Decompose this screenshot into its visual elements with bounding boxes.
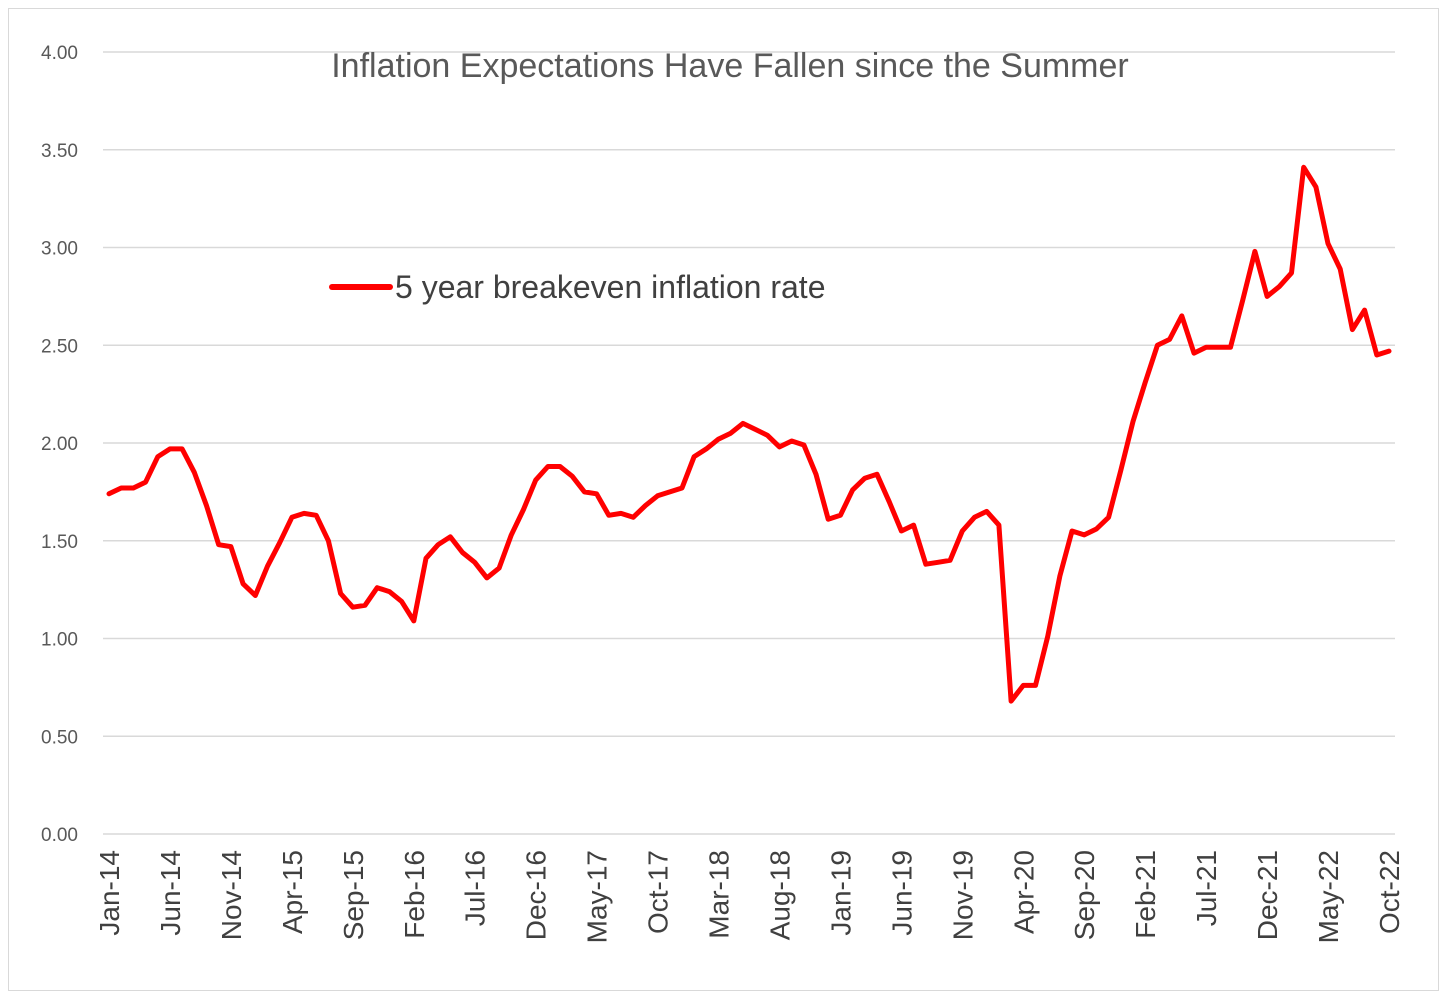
x-tick-label: Feb-21 (1130, 850, 1161, 939)
x-tick-label: Aug-18 (764, 850, 795, 940)
x-tick-label: Apr-15 (277, 850, 308, 934)
x-tick-label: May-17 (582, 850, 613, 943)
x-tick-label: Jun-19 (886, 850, 917, 936)
x-tick-label: Dec-21 (1252, 850, 1283, 940)
x-tick-label: Nov-14 (216, 850, 247, 940)
x-tick-label: Mar-18 (704, 850, 735, 939)
x-tick-label: Sep-20 (1069, 850, 1100, 940)
series-layer (106, 164, 1392, 704)
y-tick-label: 2.50 (41, 336, 78, 357)
x-tick-label: May-22 (1313, 850, 1344, 943)
y-tick-label: 0.50 (41, 727, 78, 748)
x-tick-label: Jul-21 (1191, 850, 1222, 926)
legend: 5 year breakeven inflation rate (329, 269, 825, 305)
y-axis-ticks: 0.00 0.50 1.00 1.50 2.00 2.50 3.00 3.50 4.00 (41, 43, 78, 846)
y-tick-label: 1.50 (41, 532, 78, 553)
x-tick-label: Nov-19 (947, 850, 978, 940)
y-tick-label: 3.00 (41, 239, 78, 260)
x-tick-label: Oct-17 (643, 850, 674, 934)
x-tick-label: Oct-22 (1374, 850, 1405, 934)
x-tick-label: Apr-20 (1008, 850, 1039, 934)
x-tick-label: Jan-14 (94, 850, 125, 936)
y-tick-label: 0.00 (41, 825, 78, 846)
y-tick-label: 2.00 (41, 434, 78, 455)
chart-title: Inflation Expectations Have Fallen since… (331, 47, 1129, 85)
x-tick-label: Sep-15 (338, 850, 369, 940)
x-tick-label: Jan-19 (825, 850, 856, 936)
x-tick-label: Dec-16 (521, 850, 552, 940)
x-tick-label: Jul-16 (460, 850, 491, 926)
y-tick-label: 3.50 (41, 141, 78, 162)
x-tick-label: Feb-16 (399, 850, 430, 939)
chart-frame (8, 8, 1439, 991)
x-tick-label: Jun-14 (155, 850, 186, 936)
x-axis-ticks: Jan-14 Jun-14 Nov-14 Apr-15 Sep-15 Feb-16 Jul-… (94, 850, 1405, 943)
series-line-5-year-breakeven (106, 164, 1392, 704)
y-tick-label: 4.00 (41, 43, 78, 64)
gridlines (103, 51, 1395, 835)
legend-label: 5 year breakeven inflation rate (395, 269, 825, 305)
y-tick-label: 1.00 (41, 630, 78, 651)
